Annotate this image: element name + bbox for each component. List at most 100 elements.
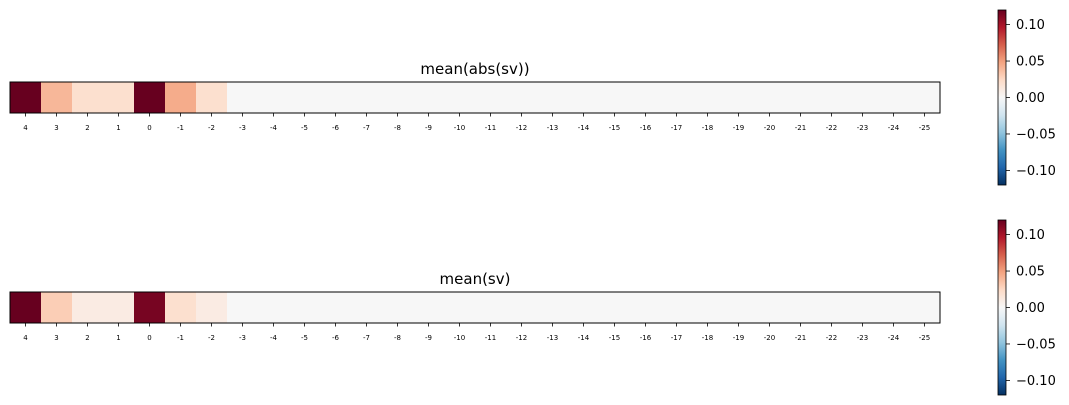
heatmap-cell xyxy=(289,292,321,323)
x-tick-label: -24 xyxy=(888,124,900,132)
heatmap-cell xyxy=(723,292,755,323)
heatmap-cell xyxy=(630,292,662,323)
x-tick-label: -4 xyxy=(270,124,278,132)
x-tick-label: -11 xyxy=(485,334,496,342)
heatmap-cell xyxy=(10,292,42,323)
x-tick-label: -19 xyxy=(733,124,744,132)
heatmap-cell xyxy=(661,82,693,113)
x-tick-label: -12 xyxy=(516,124,527,132)
heatmap-cell xyxy=(227,82,259,113)
x-tick-label: 1 xyxy=(116,124,120,132)
x-tick-label: -16 xyxy=(640,124,652,132)
x-tick-label: 1 xyxy=(116,334,120,342)
heatmap-cell xyxy=(444,292,476,323)
x-tick-label: -12 xyxy=(516,334,527,342)
heatmap-cell xyxy=(103,292,135,323)
x-tick-label: -10 xyxy=(454,124,465,132)
x-tick-label: -4 xyxy=(270,334,278,342)
x-tick-label: -13 xyxy=(547,124,558,132)
heatmap-cell xyxy=(444,82,476,113)
heatmap-cell xyxy=(227,292,259,323)
x-tick-label: -6 xyxy=(332,124,340,132)
x-tick-label: 3 xyxy=(54,124,58,132)
x-tick-label: -24 xyxy=(888,334,900,342)
x-tick-label: -25 xyxy=(919,124,930,132)
heatmap-cell xyxy=(692,292,724,323)
heatmap-cell xyxy=(754,292,786,323)
x-tick-label: -8 xyxy=(394,124,401,132)
heatmap-cell xyxy=(413,292,445,323)
heatmap-cell xyxy=(754,82,786,113)
heatmap-cell xyxy=(103,82,135,113)
heatmap-cell xyxy=(785,292,817,323)
x-tick-label: -2 xyxy=(208,124,215,132)
colorbar-tick-label: 0.05 xyxy=(1016,55,1045,70)
x-tick-label: 4 xyxy=(23,124,28,132)
heatmap-cell xyxy=(165,292,197,323)
heatmap-cell xyxy=(351,292,383,323)
heatmap-cell xyxy=(196,82,228,113)
colorbar-tick-label: 0.05 xyxy=(1016,265,1045,280)
x-tick-label: -5 xyxy=(301,124,308,132)
x-tick-label: -5 xyxy=(301,334,308,342)
heatmap-cell xyxy=(475,82,507,113)
heatmap-cell xyxy=(41,292,73,323)
x-tick-label: -22 xyxy=(826,124,837,132)
heatmap-cell xyxy=(134,82,166,113)
colorbar-tick-label: −0.10 xyxy=(1016,164,1056,179)
heatmap-cell xyxy=(289,82,321,113)
heatmap-cell xyxy=(878,82,910,113)
heatmap-cell xyxy=(10,82,42,113)
colorbar-tick-label: 0.10 xyxy=(1016,18,1045,33)
heatmap-cell xyxy=(599,82,631,113)
x-tick-label: -17 xyxy=(671,124,682,132)
x-tick-label: -9 xyxy=(425,334,432,342)
heatmap-cell xyxy=(599,292,631,323)
x-tick-label: -14 xyxy=(578,334,590,342)
x-tick-label: -18 xyxy=(702,124,713,132)
colorbar xyxy=(998,10,1006,185)
x-tick-label: -20 xyxy=(764,334,775,342)
colorbar-tick-label: 0.00 xyxy=(1016,301,1045,316)
x-tick-label: -7 xyxy=(363,334,370,342)
x-tick-label: -11 xyxy=(485,124,496,132)
x-tick-label: -18 xyxy=(702,334,713,342)
heatmap-cell xyxy=(382,292,414,323)
heatmap-cell xyxy=(506,292,538,323)
x-tick-label: -23 xyxy=(857,334,868,342)
heatmap-cell xyxy=(661,292,693,323)
x-tick-label: -17 xyxy=(671,334,682,342)
colorbar xyxy=(998,220,1006,395)
heatmap-cell xyxy=(537,292,569,323)
heatmap-cell xyxy=(320,292,352,323)
heatmap-frame xyxy=(9,291,941,324)
x-tick-label: -13 xyxy=(547,334,558,342)
x-tick-label: -16 xyxy=(640,334,652,342)
heatmap-cell xyxy=(785,82,817,113)
x-tick-label: -3 xyxy=(239,124,246,132)
heatmap-frame xyxy=(9,81,941,114)
heatmap-cell xyxy=(165,82,197,113)
heatmap-cell xyxy=(723,82,755,113)
colorbar-tick-label: 0.00 xyxy=(1016,91,1045,106)
x-tick-label: -21 xyxy=(795,334,806,342)
heatmap-cell xyxy=(351,82,383,113)
heatmap-cell xyxy=(568,82,600,113)
x-tick-label: 0 xyxy=(147,124,151,132)
heatmap-cell xyxy=(909,292,941,323)
x-tick-label: -1 xyxy=(177,334,184,342)
heatmap-cell xyxy=(816,292,848,323)
heatmap-cell xyxy=(847,82,879,113)
heatmap-cell xyxy=(630,82,662,113)
x-tick-label: -20 xyxy=(764,124,775,132)
x-tick-label: 3 xyxy=(54,334,58,342)
x-tick-label: -7 xyxy=(363,124,370,132)
heatmap-panel-abs: mean(abs(sv)) 4 3 2 1 0 -1 -2 -3 -4 -5 -6 -7 -8 -9 -10 -… xyxy=(9,9,1056,186)
colorbar-tick-label: 0.10 xyxy=(1016,228,1045,243)
x-tick-label: -6 xyxy=(332,334,340,342)
heatmap-cell xyxy=(475,292,507,323)
x-tick-label: -21 xyxy=(795,124,806,132)
heatmap-cell xyxy=(506,82,538,113)
chart-title: mean(abs(sv)) xyxy=(420,60,529,78)
